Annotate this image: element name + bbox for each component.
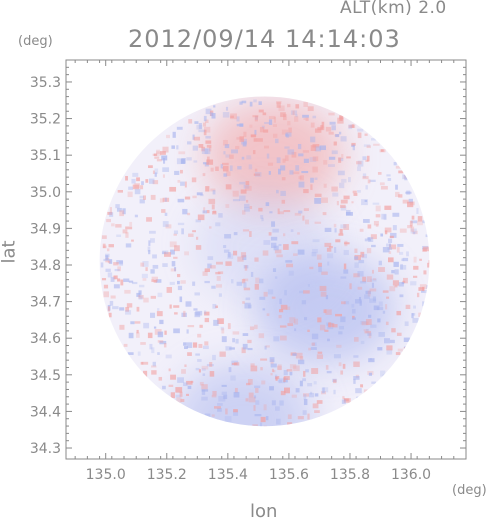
lat-tick: 35.1 bbox=[30, 148, 466, 164]
lat-tick-label: 34.9 bbox=[30, 221, 61, 237]
lon-unit-label: (deg) bbox=[452, 483, 487, 498]
lat-tick-label: 34.3 bbox=[30, 441, 61, 457]
lat-tick: 35.3 bbox=[30, 75, 466, 91]
lat-tick-label: 34.4 bbox=[30, 404, 61, 420]
lon-tick-label: 135.0 bbox=[86, 467, 126, 483]
lat-tick: 34.8 bbox=[30, 258, 466, 274]
lat-tick-label: 35.1 bbox=[30, 148, 61, 164]
lat-tick: 34.3 bbox=[30, 441, 466, 457]
lon-tick-label: 136.0 bbox=[391, 467, 431, 483]
lon-tick: 135.6 bbox=[269, 60, 309, 483]
altitude-label: ALT(km) 2.0 bbox=[340, 0, 447, 18]
timestamp-title: 2012/09/14 14:14:03 bbox=[128, 25, 401, 53]
lat-tick: 34.7 bbox=[30, 295, 466, 311]
lon-tick-label: 135.6 bbox=[269, 467, 309, 483]
lat-tick-label: 34.8 bbox=[30, 258, 61, 274]
lat-tick-label: 35.0 bbox=[30, 185, 61, 201]
lon-tick: 135.2 bbox=[147, 60, 187, 483]
speckle-texture bbox=[100, 99, 430, 427]
lon-tick-label: 135.8 bbox=[330, 467, 370, 483]
region-negative-2 bbox=[173, 363, 314, 427]
region-negative-3 bbox=[194, 191, 335, 302]
lat-tick-label: 34.7 bbox=[30, 295, 61, 311]
lat-tick-label: 34.6 bbox=[30, 331, 61, 347]
lat-tick: 34.9 bbox=[30, 221, 466, 237]
lon-tick-label: 135.4 bbox=[208, 467, 248, 483]
plot-frame bbox=[65, 59, 467, 460]
lat-tick: 35.2 bbox=[30, 112, 466, 128]
lon-tick: 135.4 bbox=[208, 60, 248, 483]
lon-tick-label: 135.2 bbox=[147, 467, 187, 483]
lat-tick-label: 35.2 bbox=[30, 112, 61, 128]
lat-unit-label: (deg) bbox=[18, 34, 53, 49]
lat-tick: 35.0 bbox=[30, 185, 466, 201]
lat-tick-label: 35.3 bbox=[30, 75, 61, 91]
lon-tick: 135.8 bbox=[330, 60, 370, 483]
lon-axis-label: lon bbox=[250, 501, 278, 522]
lat-tick: 34.5 bbox=[30, 368, 466, 384]
region-positive-0 bbox=[203, 100, 344, 211]
lon-tick: 135.0 bbox=[86, 60, 126, 483]
data-area bbox=[99, 96, 430, 427]
lat-tick: 34.6 bbox=[30, 331, 466, 347]
lat-tick-label: 34.5 bbox=[30, 368, 61, 384]
lon-tick: 136.0 bbox=[391, 60, 431, 483]
lat-tick: 34.4 bbox=[30, 404, 466, 420]
